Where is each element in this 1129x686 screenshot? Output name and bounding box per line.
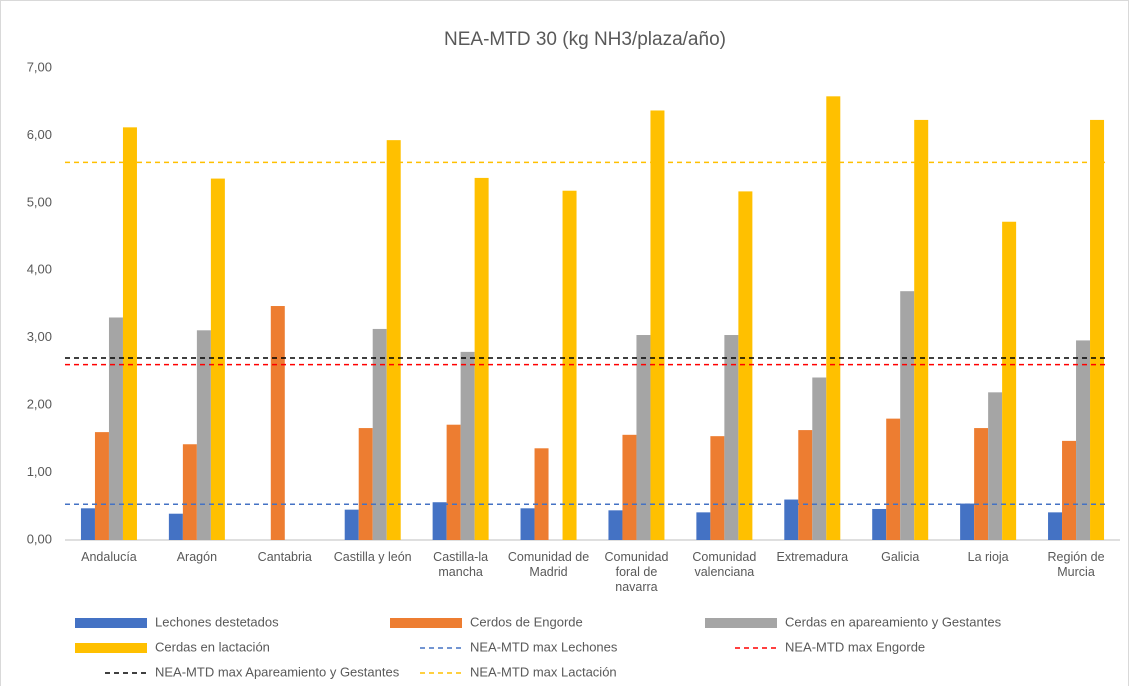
bar	[608, 510, 623, 540]
bar	[914, 119, 929, 541]
x-tick-label: Andalucía	[81, 550, 137, 564]
x-tick-label: Comunidad valenciana	[692, 550, 757, 579]
legend-swatch	[705, 618, 777, 628]
bar	[344, 509, 359, 540]
x-tick-label: Galicia	[881, 550, 920, 564]
y-tick-label: 3,00	[27, 329, 52, 344]
bar	[168, 513, 183, 540]
y-tick-label: 4,00	[27, 262, 52, 277]
bar	[182, 444, 197, 540]
bar	[1002, 221, 1017, 541]
bar	[988, 392, 1003, 540]
bar	[1062, 440, 1077, 540]
x-tick-label: La rioja	[967, 550, 1009, 564]
legend-label: NEA-MTD max Lactación	[470, 664, 617, 679]
y-tick-label: 1,00	[27, 464, 52, 479]
bar	[520, 508, 535, 540]
bar	[886, 418, 901, 540]
legend-label: Cerdas en apareamiento y Gestantes	[785, 614, 1002, 629]
x-tick-label: Región de Murcia	[1047, 550, 1105, 579]
legend-label: Cerdos de Engorde	[470, 614, 583, 629]
bar	[94, 432, 109, 540]
bar	[784, 499, 799, 540]
legend-label: Cerdas en lactación	[155, 639, 270, 654]
bar	[724, 335, 739, 540]
bar	[386, 140, 401, 541]
bar	[826, 96, 841, 540]
legend-label: NEA-MTD max Lechones	[470, 639, 618, 654]
y-tick-label: 6,00	[27, 127, 52, 142]
legend-swatch	[75, 643, 147, 653]
bar	[812, 377, 827, 540]
bar	[1090, 119, 1105, 541]
x-tick-label: Comunidad foral de navarra	[604, 550, 669, 594]
bar	[696, 512, 711, 540]
bar	[1048, 512, 1063, 540]
bar	[710, 436, 725, 540]
bar	[108, 317, 123, 540]
y-tick-label: 7,00	[27, 59, 52, 74]
bar	[738, 191, 753, 540]
x-tick-label: Castilla y león	[333, 550, 412, 564]
legend-label: Lechones destetados	[155, 614, 279, 629]
bar	[358, 428, 373, 540]
y-tick-label: 5,00	[27, 194, 52, 209]
bar	[650, 110, 665, 540]
bar	[622, 434, 637, 540]
bar	[80, 508, 95, 540]
bar	[432, 502, 447, 540]
x-tick-label: Comunidad de Madrid	[507, 550, 590, 579]
legend-label: NEA-MTD max Apareamiento y Gestantes	[155, 664, 400, 679]
bar	[960, 503, 975, 540]
legend-label: NEA-MTD max Engorde	[785, 639, 925, 654]
bar	[446, 424, 461, 540]
chart-title: NEA-MTD 30 (kg NH3/plaza/año)	[444, 29, 726, 50]
bar	[122, 127, 137, 540]
bar	[636, 335, 651, 540]
bar	[534, 448, 549, 540]
y-tick-label: 0,00	[27, 531, 52, 546]
bar	[798, 430, 813, 540]
bar	[372, 328, 387, 540]
bar	[474, 177, 489, 540]
bar	[974, 428, 989, 540]
x-tick-label: Cantabria	[257, 550, 312, 564]
bar	[900, 291, 915, 540]
bar	[210, 178, 225, 540]
x-tick-label: Extremadura	[776, 550, 849, 564]
legend-swatch	[390, 618, 462, 628]
bar	[460, 351, 475, 540]
x-tick-label: Aragón	[176, 550, 218, 564]
bar	[1076, 340, 1091, 540]
y-tick-label: 2,00	[27, 397, 52, 412]
bar	[872, 508, 887, 540]
legend-swatch	[75, 618, 147, 628]
x-tick-label: Castilla-la mancha	[433, 550, 489, 579]
bar	[196, 330, 211, 540]
